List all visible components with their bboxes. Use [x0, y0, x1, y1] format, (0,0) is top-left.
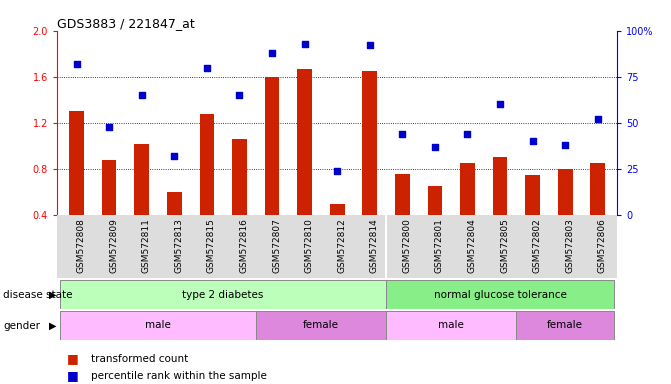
Bar — [427, 186, 442, 261]
Text: disease state: disease state — [3, 290, 73, 300]
Text: normal glucose tolerance: normal glucose tolerance — [433, 290, 566, 300]
Bar — [60, 280, 386, 309]
Text: ■: ■ — [67, 369, 79, 382]
Point — [169, 153, 180, 159]
Bar — [493, 157, 507, 261]
Text: transformed count: transformed count — [91, 354, 188, 364]
Point — [331, 168, 342, 174]
Bar — [256, 311, 386, 340]
Bar — [232, 139, 247, 261]
Bar — [134, 144, 149, 261]
Point — [71, 61, 82, 67]
Text: GSM572804: GSM572804 — [468, 218, 476, 273]
Text: ■: ■ — [67, 352, 79, 365]
Text: GSM572803: GSM572803 — [565, 218, 574, 273]
Point — [234, 92, 245, 98]
Text: GSM572806: GSM572806 — [598, 218, 607, 273]
Bar — [167, 192, 182, 261]
Point — [364, 42, 375, 48]
Text: GSM572813: GSM572813 — [174, 218, 183, 273]
Text: GSM572809: GSM572809 — [109, 218, 118, 273]
Bar — [264, 77, 279, 261]
Point — [136, 92, 147, 98]
Text: GDS3883 / 221847_at: GDS3883 / 221847_at — [57, 17, 195, 30]
Text: GSM572800: GSM572800 — [403, 218, 411, 273]
Bar — [590, 163, 605, 261]
Text: percentile rank within the sample: percentile rank within the sample — [91, 371, 266, 381]
Text: GSM572811: GSM572811 — [142, 218, 151, 273]
Bar — [395, 174, 410, 261]
Bar — [69, 111, 84, 261]
Bar — [362, 71, 377, 261]
Text: GSM572812: GSM572812 — [337, 218, 346, 273]
Point — [495, 101, 505, 108]
Text: GSM572808: GSM572808 — [76, 218, 86, 273]
Text: GSM572815: GSM572815 — [207, 218, 216, 273]
Text: male: male — [145, 320, 171, 331]
Text: GSM572802: GSM572802 — [533, 218, 541, 273]
Bar — [558, 169, 572, 261]
Point — [592, 116, 603, 122]
Text: female: female — [547, 320, 583, 331]
Text: GSM572807: GSM572807 — [272, 218, 281, 273]
Text: GSM572810: GSM572810 — [305, 218, 313, 273]
Point — [397, 131, 408, 137]
Text: GSM572814: GSM572814 — [370, 218, 378, 273]
Bar — [330, 204, 344, 261]
Text: female: female — [303, 320, 339, 331]
Point — [266, 50, 277, 56]
Point — [104, 124, 115, 130]
Point — [462, 131, 473, 137]
Point — [560, 142, 570, 148]
Point — [201, 65, 212, 71]
Text: type 2 diabetes: type 2 diabetes — [183, 290, 264, 300]
Text: GSM572816: GSM572816 — [240, 218, 248, 273]
Text: GSM572805: GSM572805 — [500, 218, 509, 273]
Point — [429, 144, 440, 150]
Bar — [517, 311, 614, 340]
Bar — [460, 163, 475, 261]
Bar — [102, 160, 117, 261]
Bar — [386, 311, 517, 340]
Text: GSM572801: GSM572801 — [435, 218, 444, 273]
Text: ▶: ▶ — [49, 290, 56, 300]
Bar — [199, 114, 214, 261]
Text: male: male — [438, 320, 464, 331]
Bar — [60, 311, 256, 340]
Bar — [525, 175, 540, 261]
Text: ▶: ▶ — [49, 321, 56, 331]
Point — [299, 41, 310, 47]
Text: gender: gender — [3, 321, 40, 331]
Point — [527, 138, 538, 144]
Bar — [386, 280, 614, 309]
Bar — [297, 69, 312, 261]
